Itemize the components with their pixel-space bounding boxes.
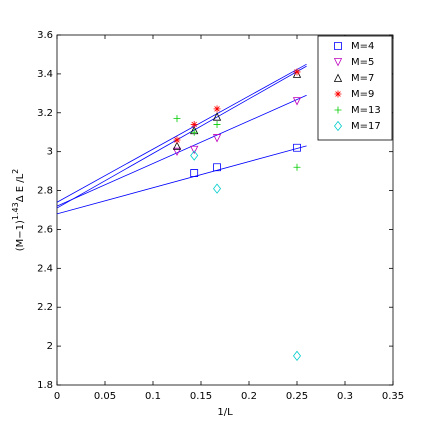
marker <box>212 134 222 143</box>
y-tick-label: 3.4 <box>37 69 53 80</box>
marker <box>190 150 199 161</box>
legend-marker <box>333 120 343 132</box>
legend-label: M=17 <box>351 121 381 132</box>
y-label-part: Δ E /L <box>15 173 26 202</box>
marker <box>190 169 199 177</box>
marker <box>190 145 199 155</box>
legend-marker <box>333 58 343 67</box>
marker <box>172 141 182 150</box>
marker <box>213 105 221 113</box>
legend-box <box>317 35 393 141</box>
marker <box>172 147 182 157</box>
legend-label: M=13 <box>351 105 381 116</box>
x-tick-label: 0.3 <box>337 391 353 402</box>
marker <box>173 115 181 123</box>
y-tick-label: 2.8 <box>37 186 53 197</box>
marker <box>293 68 301 76</box>
legend-label: M=7 <box>351 73 374 84</box>
y-tick-label: 3.6 <box>37 30 53 41</box>
marker <box>212 112 222 121</box>
fit-line <box>56 145 307 215</box>
marker <box>213 183 222 194</box>
y-tick-label: 2 <box>47 341 53 352</box>
y-tick-label: 2.6 <box>37 224 53 235</box>
y-tick-label: 2.2 <box>37 302 53 313</box>
y-label-sup: 1.43 <box>11 202 20 220</box>
x-tick-label: 0.35 <box>382 391 404 402</box>
y-tick-label: 2.4 <box>37 263 53 274</box>
x-tick-label: 0 <box>54 391 60 402</box>
legend-marker <box>333 73 343 82</box>
marker <box>190 120 198 128</box>
legend-marker <box>334 90 342 98</box>
marker <box>293 143 301 152</box>
y-label-part: (M−1) <box>15 220 26 251</box>
y-tick-label: 3 <box>47 147 53 158</box>
y-label-sup: 2 <box>11 169 20 174</box>
fit-line <box>56 63 307 203</box>
fit-line <box>56 94 307 207</box>
marker <box>213 120 221 128</box>
marker <box>213 163 221 172</box>
y-axis-label: (M−1)1.43Δ E /L2 <box>11 169 27 252</box>
legend-marker <box>334 106 342 114</box>
legend-marker <box>334 42 342 50</box>
x-tick-label: 0.1 <box>145 391 161 402</box>
marker <box>293 163 301 171</box>
y-tick-label: 3.2 <box>37 108 53 119</box>
legend-label: M=4 <box>351 41 374 52</box>
marker <box>292 97 302 106</box>
legend-label: M=9 <box>351 89 374 100</box>
marker <box>190 128 198 136</box>
legend-label: M=5 <box>351 57 374 68</box>
marker <box>173 136 181 144</box>
x-tick-label: 0.2 <box>241 391 257 402</box>
x-axis-label: 1/L <box>217 407 233 418</box>
x-tick-label: 0.15 <box>190 391 212 402</box>
x-tick-label: 0.05 <box>94 391 116 402</box>
marker <box>292 350 302 361</box>
x-tick-label: 0.25 <box>286 391 308 402</box>
y-tick-label: 1.8 <box>37 380 53 391</box>
fit-line <box>56 65 307 209</box>
